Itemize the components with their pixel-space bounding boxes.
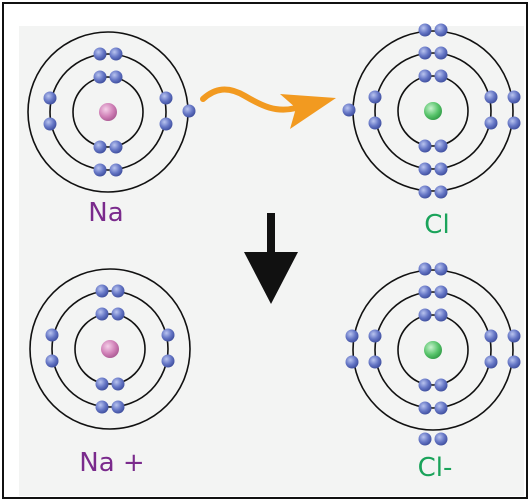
electron bbox=[418, 378, 432, 392]
electrons bbox=[45, 284, 175, 414]
electron bbox=[434, 308, 448, 322]
electron bbox=[434, 23, 448, 37]
sodium-label: Na bbox=[88, 198, 123, 228]
electron bbox=[418, 185, 432, 199]
electron bbox=[434, 46, 448, 60]
electron bbox=[434, 185, 448, 199]
chlorine-atom bbox=[342, 23, 521, 199]
electron bbox=[434, 262, 448, 276]
electron bbox=[368, 90, 382, 104]
electron bbox=[434, 378, 448, 392]
electron bbox=[95, 307, 109, 321]
inner-shell bbox=[74, 313, 146, 385]
middle-shell bbox=[374, 52, 492, 170]
electron bbox=[434, 139, 448, 153]
sodium-nucleus bbox=[101, 340, 119, 358]
electron bbox=[109, 163, 123, 177]
chloride-ion-label: Cl- bbox=[418, 453, 453, 483]
electron bbox=[43, 91, 57, 105]
inner-shell bbox=[72, 76, 144, 148]
electrons bbox=[342, 23, 521, 199]
electron bbox=[111, 307, 125, 321]
electron bbox=[418, 139, 432, 153]
electron bbox=[95, 377, 109, 391]
electron bbox=[109, 70, 123, 84]
electron bbox=[161, 328, 175, 342]
electron bbox=[507, 329, 521, 343]
electron bbox=[434, 285, 448, 299]
middle-shell bbox=[51, 290, 169, 408]
electron bbox=[368, 329, 382, 343]
electron bbox=[93, 163, 107, 177]
chlorine-nucleus bbox=[424, 102, 442, 120]
electron bbox=[507, 90, 521, 104]
chloride-ion bbox=[345, 262, 521, 446]
electron bbox=[93, 140, 107, 154]
electron bbox=[418, 432, 432, 446]
electron bbox=[95, 284, 109, 298]
electron bbox=[418, 69, 432, 83]
electron bbox=[159, 91, 173, 105]
electron bbox=[111, 284, 125, 298]
electron bbox=[434, 162, 448, 176]
electron bbox=[434, 69, 448, 83]
inner-shell bbox=[397, 75, 469, 147]
electron bbox=[111, 377, 125, 391]
electron bbox=[109, 140, 123, 154]
inner-shell bbox=[397, 314, 469, 386]
electron bbox=[434, 432, 448, 446]
electron bbox=[418, 162, 432, 176]
electron bbox=[345, 329, 359, 343]
chlorine-label: Cl bbox=[424, 210, 449, 240]
electron bbox=[507, 355, 521, 369]
electron bbox=[418, 46, 432, 60]
outer-shell bbox=[29, 268, 191, 430]
middle-shell bbox=[49, 53, 167, 171]
electron bbox=[93, 47, 107, 61]
electrons bbox=[345, 262, 521, 446]
electron bbox=[418, 308, 432, 322]
valence-electron bbox=[182, 104, 196, 118]
electron bbox=[484, 329, 498, 343]
middle-shell bbox=[374, 291, 492, 409]
chlorine-nucleus bbox=[424, 341, 442, 359]
electron bbox=[342, 103, 356, 117]
electron bbox=[109, 47, 123, 61]
electron bbox=[507, 116, 521, 130]
curved-arrow-icon bbox=[200, 86, 336, 129]
electron bbox=[95, 400, 109, 414]
electron bbox=[159, 117, 173, 131]
electron bbox=[345, 355, 359, 369]
sodium-ion bbox=[29, 268, 191, 430]
electron bbox=[484, 90, 498, 104]
electron bbox=[45, 354, 59, 368]
electrons bbox=[43, 47, 196, 177]
electron bbox=[93, 70, 107, 84]
outer-shell bbox=[352, 269, 514, 431]
sodium-atom bbox=[27, 31, 196, 193]
electron bbox=[484, 355, 498, 369]
down-arrow-icon bbox=[244, 213, 298, 304]
electron bbox=[434, 401, 448, 415]
electron bbox=[368, 355, 382, 369]
electron bbox=[418, 285, 432, 299]
electron bbox=[418, 401, 432, 415]
electron bbox=[418, 23, 432, 37]
electron bbox=[161, 354, 175, 368]
electron bbox=[43, 117, 57, 131]
electron bbox=[45, 328, 59, 342]
sodium-nucleus bbox=[99, 103, 117, 121]
electron bbox=[484, 116, 498, 130]
electron bbox=[368, 116, 382, 130]
electron bbox=[111, 400, 125, 414]
electron bbox=[418, 262, 432, 276]
sodium-ion-label: Na + bbox=[79, 448, 144, 478]
